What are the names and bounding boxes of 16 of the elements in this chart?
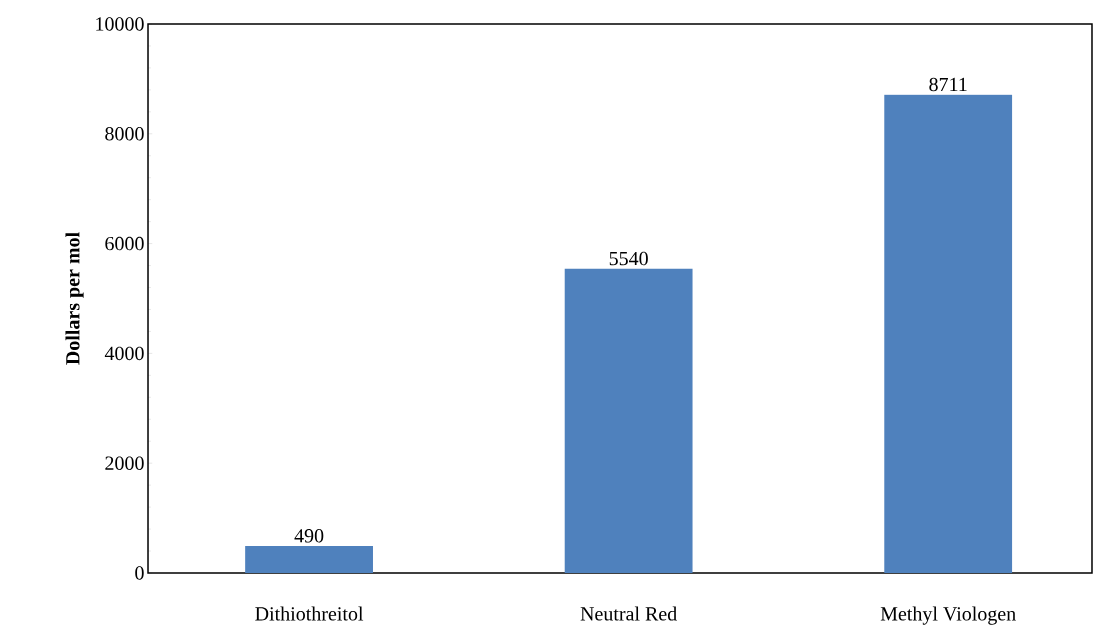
x-tick-label: Neutral Red: [580, 606, 677, 621]
bar: [245, 546, 373, 573]
y-tick-label: 4000: [104, 346, 144, 361]
y-axis-title: Dollars per mol: [65, 232, 84, 365]
data-label: 490: [294, 529, 324, 543]
x-tick-label: Methyl Viologen: [880, 606, 1016, 625]
y-tick-label: 2000: [105, 456, 144, 470]
y-tick-label: 10000: [96, 17, 144, 31]
y-tick-label: 0: [135, 566, 144, 580]
x-tick-label: Dithiothreitol: [255, 606, 364, 621]
bar: [884, 94, 1013, 573]
bar: [564, 268, 693, 573]
y-tick-label: 6000: [105, 236, 144, 251]
data-label: 5540: [609, 251, 648, 266]
data-label: 8711: [929, 77, 967, 92]
y-tick-label: 8000: [105, 127, 144, 141]
